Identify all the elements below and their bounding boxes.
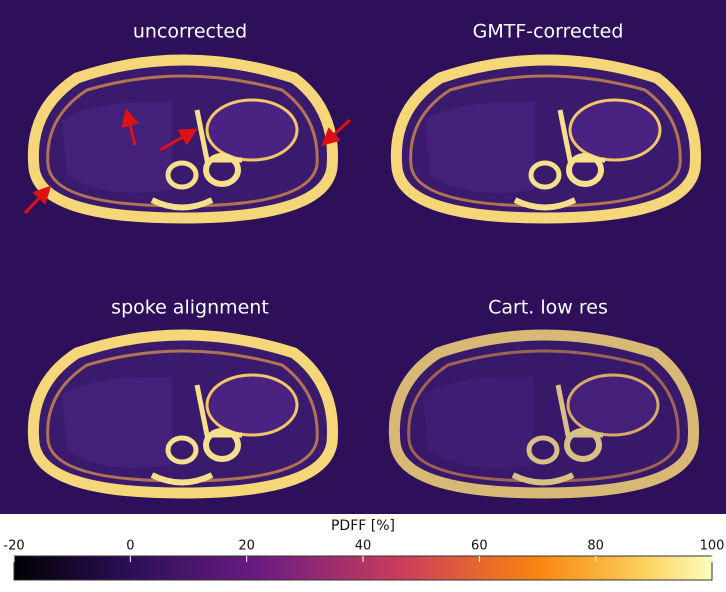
arrows	[23, 108, 352, 215]
panel-title: Cart. low res	[488, 297, 608, 319]
image-spoke	[33, 335, 332, 493]
image-uncorrected	[33, 60, 332, 218]
tick-label: 40	[355, 539, 372, 554]
panel-title: spoke alignment	[111, 297, 269, 319]
tick-label: 20	[238, 539, 255, 554]
tick-label: 100	[700, 539, 725, 554]
image-cart	[394, 335, 693, 493]
tick-label: 60	[471, 539, 488, 554]
panel-title: uncorrected	[133, 21, 247, 43]
image-gmtf	[396, 60, 695, 218]
colorbar-label: PDFF [%]	[331, 518, 395, 534]
tick-label: -20	[3, 539, 24, 554]
tick-label: 80	[587, 539, 604, 554]
panel-title: GMTF-corrected	[473, 21, 624, 43]
tick-label: 0	[126, 539, 134, 554]
